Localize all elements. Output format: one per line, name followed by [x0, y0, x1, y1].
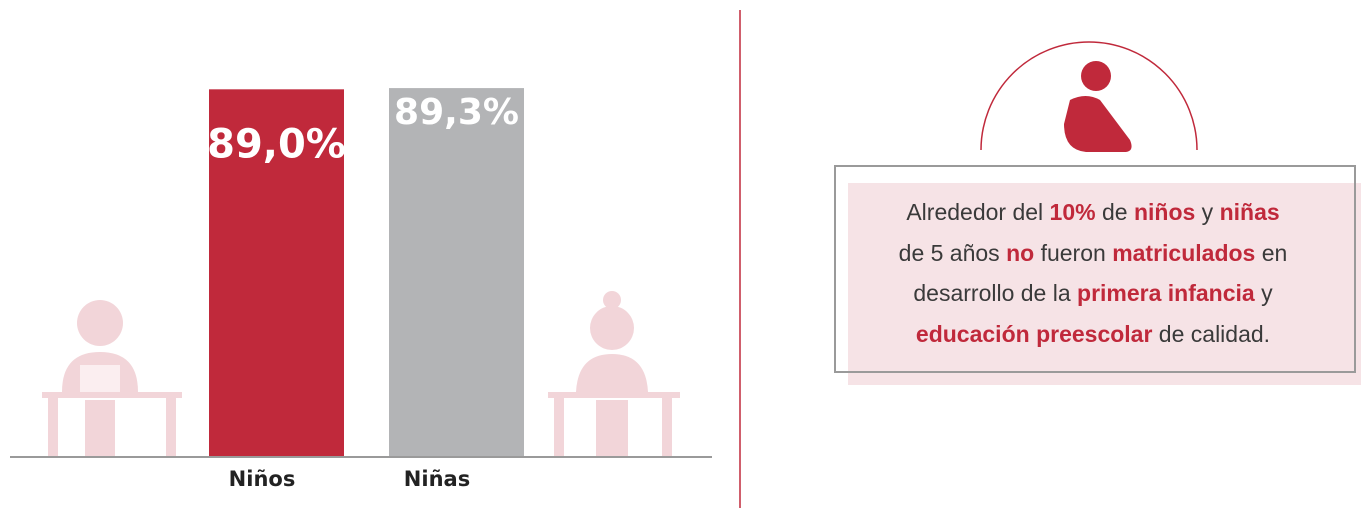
girl-icon	[548, 291, 680, 456]
bar	[389, 88, 524, 456]
category-label: Niñas	[404, 467, 470, 491]
infographic: 89,0% Niños 89,3% Niñas Alrededor del 10% d…	[0, 0, 1361, 508]
child-icon	[1064, 61, 1132, 152]
note-text: desarrollo de la	[913, 280, 1077, 306]
highlight: niños	[1134, 199, 1195, 225]
note-text: de	[1096, 199, 1134, 225]
note-text: Alrededor del	[906, 199, 1049, 225]
note-line: desarrollo de la primera infancia y	[850, 273, 1336, 314]
note-text: y	[1195, 199, 1219, 225]
note-text: de calidad.	[1152, 321, 1270, 347]
value-label: 89,0%	[207, 121, 346, 167]
note-line: educación preescolar de calidad.	[850, 314, 1336, 355]
note-line: Alrededor del 10% de niños y niñas	[850, 192, 1336, 233]
note-text: de 5 años	[899, 240, 1006, 266]
value-label: 89,3%	[394, 92, 519, 133]
highlight: matriculados	[1112, 240, 1255, 266]
highlight: 10%	[1050, 199, 1096, 225]
note-text: fueron	[1034, 240, 1112, 266]
highlight: niñas	[1220, 199, 1280, 225]
highlight: no	[1006, 240, 1034, 266]
note-text: en	[1255, 240, 1287, 266]
category-label: Niños	[229, 467, 296, 491]
highlight: primera infancia	[1077, 280, 1255, 306]
note-line: de 5 años no fueron matriculados en	[850, 233, 1336, 274]
highlight: educación preescolar	[916, 321, 1153, 347]
note-text: y	[1255, 280, 1273, 306]
boy-icon	[42, 300, 182, 456]
